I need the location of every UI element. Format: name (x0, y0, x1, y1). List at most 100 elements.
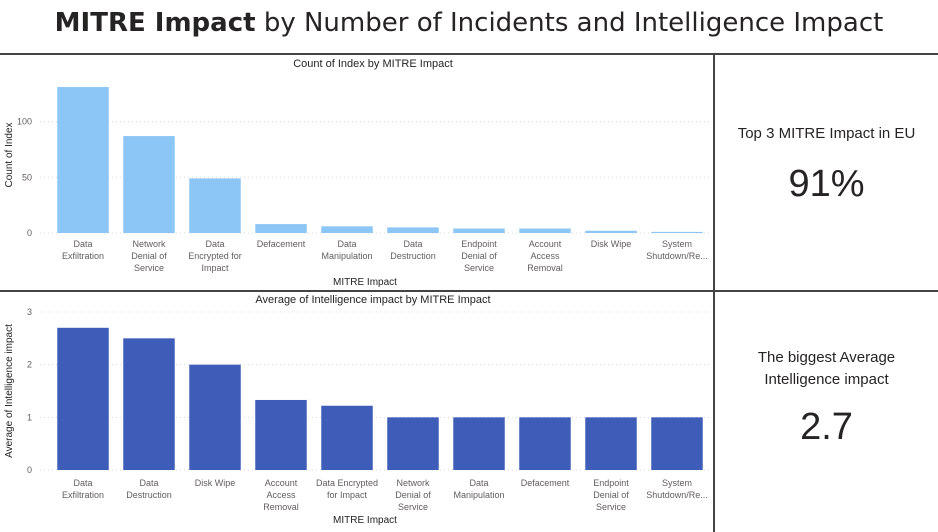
count-x-tick-label: Data Encrypted for Impact (188, 239, 242, 273)
count-chart-title: Count of Index by MITRE Impact (293, 58, 453, 70)
average-bar (255, 399, 307, 470)
intelligence-card[interactable]: The biggest Average Intelligence impact … (715, 292, 938, 532)
count-x-tick-label-line: Shutdown/Re... (646, 251, 708, 261)
count-x-tick-label-line: Manipulation (321, 251, 372, 261)
count-x-tick-label-line: Service (134, 263, 164, 273)
average-bar (321, 405, 373, 470)
average-x-tick-label-line: Shutdown/Re... (646, 490, 708, 500)
count-x-tick-label: Data Manipulation (321, 239, 372, 261)
average-bar (453, 417, 505, 470)
average-y-tick-label: 1 (27, 412, 32, 422)
count-x-tick-label-line: Impact (201, 263, 229, 273)
average-bar (387, 417, 439, 470)
average-x-tick-label-line: System (662, 478, 692, 488)
count-bar-chart: Count of Index by MITRE Impact 0 50 100Coun… (4, 58, 710, 288)
count-y-tick-label: 0 (27, 228, 32, 238)
average-y-tick-label: 2 (27, 360, 32, 370)
average-x-tick-label-line: Denial of (593, 490, 629, 500)
count-x-axis-title: MITRE Impact (333, 277, 397, 288)
count-bar (189, 178, 241, 233)
average-x-tick-label-line: Data (469, 478, 488, 488)
average-x-tick-label: Account Access Removal (263, 478, 299, 512)
average-x-tick-label-line: for Impact (327, 490, 368, 500)
count-bar (585, 230, 637, 233)
count-y-axis-title: Count of Index (4, 122, 15, 187)
count-bar (387, 227, 439, 233)
average-x-tick-label-line: Denial of (395, 490, 431, 500)
count-x-tick-label: Data Destruction (390, 239, 436, 261)
count-x-tick-label-line: Account (529, 239, 562, 249)
average-y-axis-title: Average of Intelligence impact (4, 324, 15, 458)
average-x-tick-label: System Shutdown/Re... (646, 478, 708, 500)
average-x-tick-label: Network Denial of Service (395, 478, 431, 512)
average-chart-title: Average of Intelligence impact by MITRE … (255, 294, 490, 306)
average-x-tick-label: Data Manipulation (453, 478, 504, 500)
count-bar (519, 228, 571, 233)
count-x-tick-label: Data Exfiltration (62, 239, 104, 261)
average-x-tick-label-line: Removal (263, 502, 299, 512)
count-x-tick-label-line: Defacement (257, 239, 306, 249)
page-title-bold: MITRE Impact (54, 8, 256, 38)
count-bar (321, 226, 373, 233)
middle-divider (0, 290, 938, 292)
count-x-tick-label-line: Data (73, 239, 92, 249)
average-x-tick-label: Defacement (521, 478, 570, 488)
count-x-tick-label-line: Exfiltration (62, 251, 104, 261)
average-y-tick-label: 0 (27, 465, 32, 475)
top3-card-value: 91% (788, 163, 865, 205)
average-x-tick-label-line: Destruction (126, 490, 172, 500)
count-x-tick-label: Disk Wipe (591, 239, 632, 249)
count-x-tick-label-line: Service (464, 263, 494, 273)
count-bar (255, 224, 307, 233)
count-chart-panel[interactable]: Count of Index by MITRE Impact 0 50 100 Coun… (0, 55, 713, 290)
page-title-rest: by Number of Incidents and Intelligence … (255, 8, 884, 38)
average-x-axis-title: MITRE Impact (333, 515, 397, 526)
average-x-tick-label-line: Data (73, 478, 92, 488)
average-x-tick-label-line: Service (398, 502, 428, 512)
page-title: MITRE Impact by Number of Incidents and … (0, 0, 938, 50)
top3-card[interactable]: Top 3 MITRE Impact in EU 91% (715, 55, 938, 290)
count-bar (57, 87, 109, 234)
average-x-tick-label: Data Destruction (126, 478, 172, 500)
average-x-tick-label: Endpoint Denial of Service (593, 478, 629, 512)
count-bar (453, 228, 505, 233)
average-x-tick-label: Data Exfiltration (62, 478, 104, 500)
count-x-tick-label-line: Endpoint (461, 239, 497, 249)
count-x-tick-label: Network Denial of Service (131, 239, 167, 273)
average-x-tick-label-line: Network (396, 478, 430, 488)
average-y-tick-label: 3 (27, 307, 32, 317)
count-x-tick-label: System Shutdown/Re... (646, 239, 708, 261)
average-bar (519, 417, 571, 470)
count-bar (651, 231, 703, 233)
count-x-tick-label-line: Removal (527, 263, 563, 273)
average-x-tick-label: Disk Wipe (195, 478, 236, 488)
count-y-tick-label: 100 (17, 117, 32, 127)
count-x-tick-label-line: Data (403, 239, 422, 249)
average-bar (189, 364, 241, 470)
count-y-tick-label: 50 (22, 172, 32, 182)
count-x-tick-label: Endpoint Denial of Service (461, 239, 497, 273)
count-x-tick-label-line: Denial of (131, 251, 167, 261)
average-x-tick-label: Data Encrypted for Impact (316, 478, 378, 500)
average-x-tick-label-line: Access (266, 490, 296, 500)
count-x-tick-label-line: Data (337, 239, 356, 249)
average-x-tick-label-line: Account (265, 478, 298, 488)
count-bar (123, 136, 175, 233)
average-bar (123, 338, 175, 470)
top3-card-label: Top 3 MITRE Impact in EU (737, 125, 916, 142)
count-x-tick-label: Defacement (257, 239, 306, 249)
intelligence-card-label: The biggest Average Intelligence impact (757, 349, 896, 388)
vertical-divider (713, 55, 715, 532)
count-x-tick-label-line: Network (132, 239, 166, 249)
count-x-tick-label: Account Access Removal (527, 239, 563, 273)
header-divider (0, 53, 938, 55)
average-bar-chart: Average of Intelligence impact by MITRE … (4, 294, 710, 526)
average-chart-panel[interactable]: Average of Intelligence impact by MITRE … (0, 292, 713, 532)
intelligence-card-value: 2.7 (800, 406, 853, 448)
average-x-tick-label-line: Disk Wipe (195, 478, 236, 488)
average-x-tick-label-line: Exfiltration (62, 490, 104, 500)
average-x-tick-label-line: Defacement (521, 478, 570, 488)
average-x-tick-label-line: Service (596, 502, 626, 512)
average-x-tick-label-line: Manipulation (453, 490, 504, 500)
average-bar (651, 417, 703, 470)
